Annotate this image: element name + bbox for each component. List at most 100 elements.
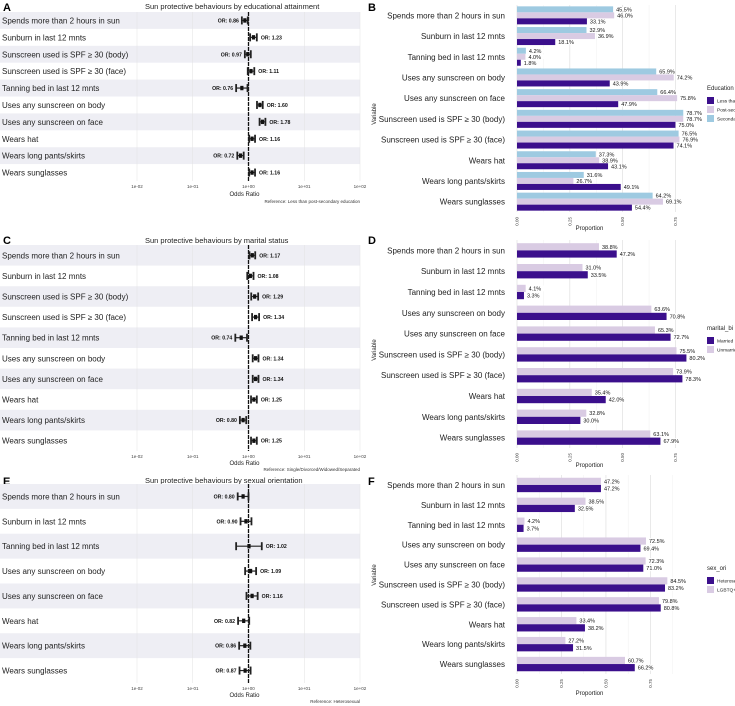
category-label: Uses any sunscreen on face [404,94,505,103]
legend-label: Secondary school [717,117,735,123]
value-label-bg [578,617,595,624]
row-label: Sunscreen used is SPF ≥ 30 (body) [2,50,129,59]
or-point [253,294,257,299]
legend-label: Heterosexual [717,579,735,585]
bar [517,409,587,417]
value-label: 71.0% [646,566,662,572]
bar [517,198,663,205]
value-label: 31.0% [585,266,601,272]
or-label: OR: 1.25 [261,398,282,404]
bar [517,39,556,46]
bar [517,6,614,13]
or-point [243,643,247,648]
or-label: OR: 1.16 [262,594,283,600]
value-label: 63.1% [653,432,669,438]
value-label: 72.3% [649,559,665,565]
x-tick-label: 0.75 [673,453,678,462]
bar [517,664,635,672]
value-label-bg [610,163,627,169]
value-label-bg [527,48,545,54]
value-label: 79.8% [662,599,678,605]
value-label: 65.3% [658,328,674,334]
or-label: OR: 1.78 [269,120,290,126]
x-tick-label: 1e+00 [242,184,255,189]
panel-letter: C [3,235,11,247]
value-label: 64.2% [656,194,672,200]
x-tick-label: 1e-02 [131,454,143,459]
x-tick-label: 1e-02 [131,184,143,189]
value-label: 75.5% [679,349,695,355]
value-label-bg [557,39,574,45]
legend-label: Post-secondary school [717,108,735,114]
x-tick-label: 0.75 [648,679,653,688]
row-label: Sunburn in last 12 mnts [2,517,86,526]
row-label: Sunburn in last 12 mnts [2,272,86,281]
value-label: 38.2% [588,626,604,632]
or-point [246,52,250,57]
x-tick-label: 0.00 [515,453,520,462]
or-label: OR: 1.34 [262,377,283,383]
x-tick-label: 1e+00 [242,686,255,691]
bar [517,544,641,552]
value-label-bg [576,505,594,512]
or-point [260,119,265,125]
value-label: 47.2% [604,487,620,493]
or-label: OR: 1.23 [261,35,282,41]
value-label-bg [597,151,615,157]
x-tick-label: 0.25 [567,217,572,226]
value-label: 66.2% [638,666,654,672]
value-label-bg [662,438,679,445]
value-label: 78.3% [685,377,701,383]
or-point [253,376,258,382]
bar [517,375,683,383]
or-label: OR: 1.02 [266,544,287,550]
value-label: 54.4% [635,206,651,212]
row-stripe [0,147,360,165]
value-label-bg [618,251,636,257]
category-label: Wears sunglasses [440,660,505,669]
value-label-bg [647,538,665,545]
category-label: Uses any sunscreen on face [404,330,505,339]
bar [517,264,583,272]
value-label-bg [664,199,682,205]
or-label: OR: 1.11 [258,69,279,75]
value-label: 47.2% [620,252,636,258]
bar [517,18,587,25]
value-label-bg [596,33,614,39]
or-label: OR: 1.09 [260,569,281,575]
bar [517,292,524,300]
bar [517,504,575,513]
value-label: 3.7% [527,526,540,532]
legend-label: LGBTQ+ [717,588,735,594]
value-label-bg [589,271,607,278]
row-label: Tanning bed in last 12 mnts [2,542,99,551]
value-label: 47.9% [621,102,637,108]
x-tick-label: 1e+02 [354,686,367,691]
category-label: Uses any sunscreen on body [402,309,505,318]
value-label: 26.7% [576,179,592,185]
row-stripe [0,368,360,390]
category-label: Sunburn in last 12 mnts [421,267,505,276]
value-label-bg [588,18,606,24]
bar [517,33,595,40]
value-label-bg [633,205,651,211]
value-label-bg [522,60,540,66]
or-label: OR: 0.72 [213,154,234,160]
category-label: Uses any sunscreen on face [404,561,505,570]
or-label: OR: 1.34 [263,315,284,321]
legend-label: Less than secondary school [717,99,735,105]
value-label-bg [678,347,695,354]
or-label: OR: 1.16 [259,137,280,143]
or-point [243,18,247,23]
row-stripe [0,409,360,431]
value-label: 84.5% [670,579,686,585]
value-label: 33.5% [591,273,607,279]
value-label: 76.9% [682,138,698,144]
value-label: 32.8% [589,411,605,417]
value-label: 42.0% [609,398,625,404]
bar [517,396,606,404]
y-axis-label: Variable [372,564,378,586]
or-point [243,668,247,673]
bar [517,305,652,313]
value-label-bg [575,644,592,651]
